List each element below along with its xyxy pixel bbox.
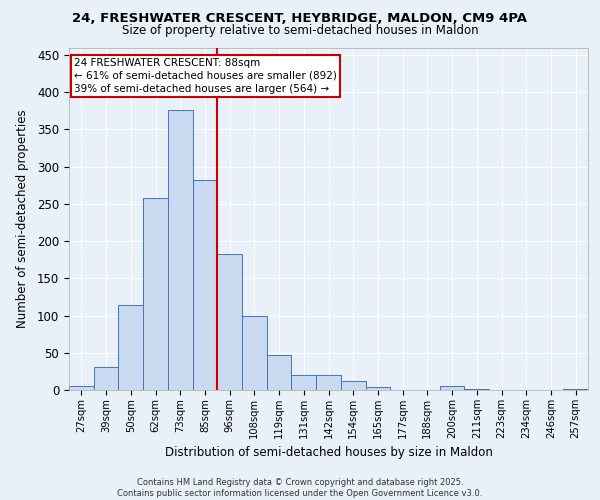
Text: 24 FRESHWATER CRESCENT: 88sqm
← 61% of semi-detached houses are smaller (892)
39: 24 FRESHWATER CRESCENT: 88sqm ← 61% of s… [74, 58, 337, 94]
Bar [464, 388, 489, 390]
Bar [440, 386, 464, 390]
Bar [94, 367, 118, 390]
Bar [69, 386, 94, 390]
Text: Size of property relative to semi-detached houses in Maldon: Size of property relative to semi-detach… [122, 24, 478, 37]
Text: Contains HM Land Registry data © Crown copyright and database right 2025.
Contai: Contains HM Land Registry data © Crown c… [118, 478, 482, 498]
Y-axis label: Number of semi-detached properties: Number of semi-detached properties [16, 110, 29, 328]
Bar [193, 180, 217, 390]
Bar [217, 254, 242, 390]
Bar [118, 305, 143, 390]
Bar [563, 388, 588, 390]
Bar [341, 381, 365, 390]
Bar [168, 110, 193, 390]
Bar [143, 198, 168, 390]
Bar [267, 355, 292, 390]
X-axis label: Distribution of semi-detached houses by size in Maldon: Distribution of semi-detached houses by … [164, 446, 493, 460]
Bar [365, 387, 390, 390]
Bar [242, 316, 267, 390]
Bar [316, 375, 341, 390]
Text: 24, FRESHWATER CRESCENT, HEYBRIDGE, MALDON, CM9 4PA: 24, FRESHWATER CRESCENT, HEYBRIDGE, MALD… [73, 12, 527, 26]
Bar [292, 375, 316, 390]
